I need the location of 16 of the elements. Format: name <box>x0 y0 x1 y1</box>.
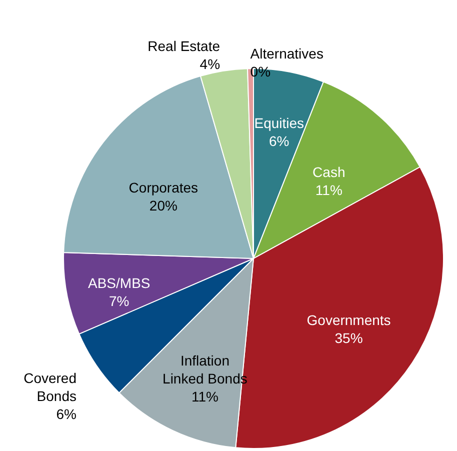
slice-label: Governments <box>306 312 391 328</box>
data-label: 11% <box>191 388 218 405</box>
slice-label: Corporates <box>128 180 198 196</box>
slice-label: ABS/MBS <box>88 275 150 292</box>
data-label: 11% <box>315 182 342 198</box>
slice-label: Cash <box>312 164 346 180</box>
data-label: 20% <box>149 198 178 214</box>
slice-label: Alternatives <box>250 46 324 62</box>
data-label: 7% <box>109 293 130 310</box>
data-label: 6% <box>56 406 77 422</box>
slice-label: Real Estate <box>148 38 220 54</box>
slice-label: Equities <box>254 115 304 132</box>
slice-label: Covered Bonds <box>24 370 77 404</box>
data-label: 35% <box>334 330 363 346</box>
data-label: 6% <box>269 133 290 150</box>
data-label: 4% <box>200 56 220 72</box>
